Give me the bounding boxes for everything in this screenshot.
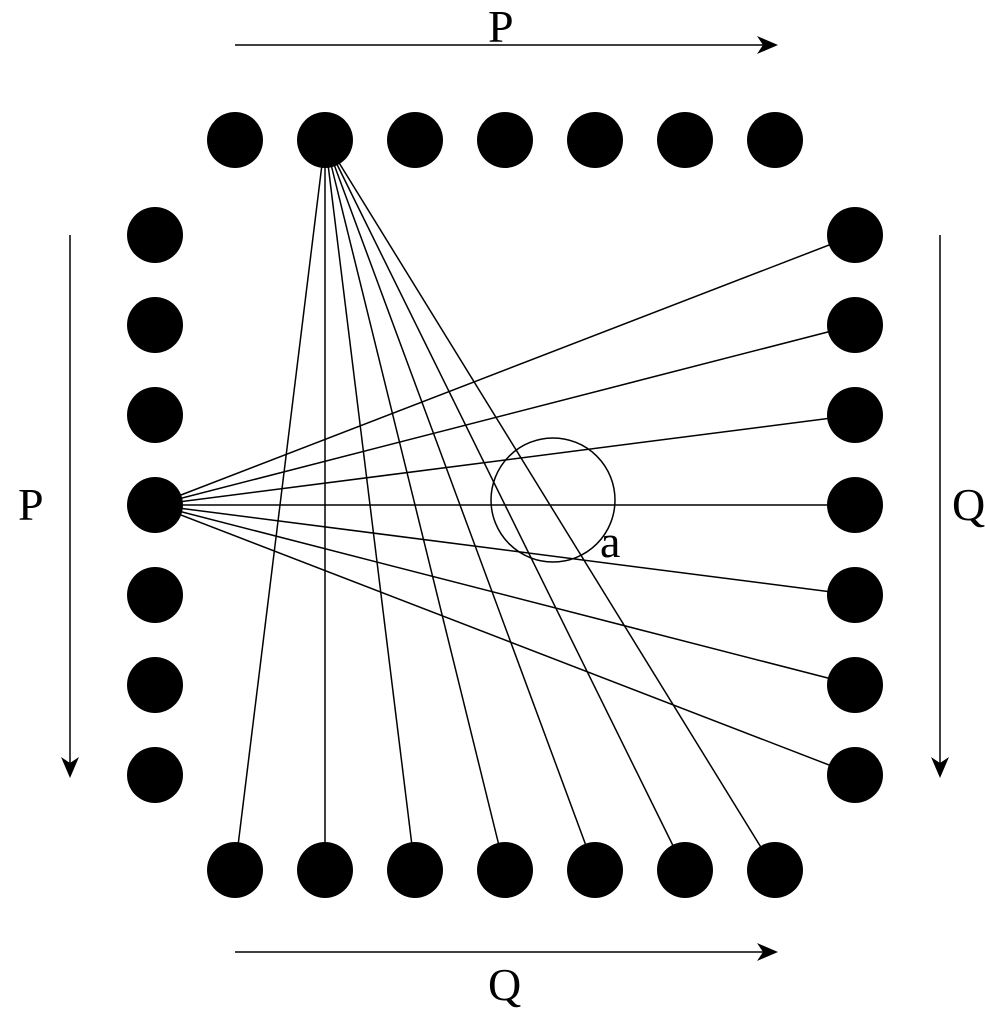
diagram-svg (0, 0, 985, 1000)
diagram-canvas: P P Q Q a (0, 0, 985, 1000)
label-P-left: P (18, 478, 44, 531)
circle-a (491, 438, 615, 562)
label-Q-right: Q (952, 478, 985, 531)
label-Q-bottom: Q (488, 958, 521, 1011)
label-a: a (600, 515, 620, 568)
ray-lines (155, 140, 855, 870)
label-P-top: P (488, 0, 514, 53)
